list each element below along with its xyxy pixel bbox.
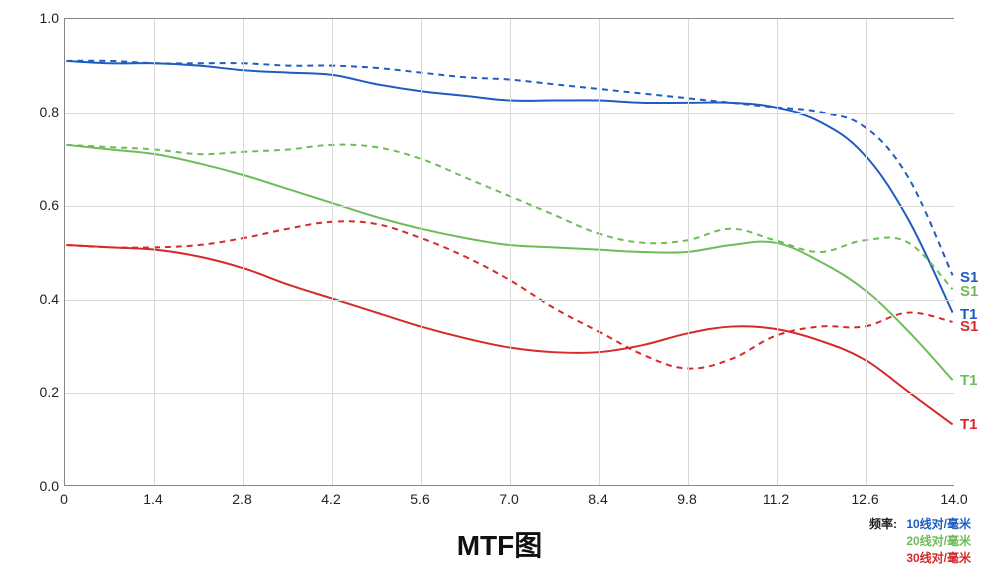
x-tick-label: 2.8 [232, 491, 251, 507]
grid-line-v [421, 19, 422, 485]
y-tick-label: 0.0 [29, 478, 59, 494]
x-tick-label: 14.0 [940, 491, 967, 507]
legend-items: 10线对/毫米20线对/毫米30线对/毫米 [906, 516, 971, 566]
series-label-green-s1: S1 [960, 283, 978, 300]
x-tick-label: 0 [60, 491, 68, 507]
grid-line-v [777, 19, 778, 485]
y-tick-label: 0.2 [29, 384, 59, 400]
grid-line-v [154, 19, 155, 485]
series-label-red-t1: T1 [960, 416, 978, 433]
grid-line-v [332, 19, 333, 485]
legend-label: 频率: [869, 516, 897, 533]
legend-item: 30线对/毫米 [906, 550, 971, 567]
x-tick-label: 12.6 [851, 491, 878, 507]
series-label-green-t1: T1 [960, 372, 978, 389]
x-tick-label: 1.4 [143, 491, 162, 507]
y-tick-label: 0.4 [29, 291, 59, 307]
y-tick-label: 0.6 [29, 197, 59, 213]
chart-title: MTF图 [0, 524, 999, 564]
plot-area [64, 18, 954, 486]
grid-line-v [510, 19, 511, 485]
series-label-red-s1: S1 [960, 318, 978, 335]
mtf-chart: 0.00.20.40.60.81.001.42.84.25.67.08.49.8… [28, 18, 983, 508]
y-tick-label: 1.0 [29, 10, 59, 26]
grid-line-v [866, 19, 867, 485]
x-tick-label: 11.2 [763, 491, 789, 507]
y-tick-label: 0.8 [29, 104, 59, 120]
x-tick-label: 4.2 [321, 491, 340, 507]
legend-item: 20线对/毫米 [906, 533, 971, 550]
x-tick-label: 8.4 [588, 491, 607, 507]
legend-item: 10线对/毫米 [906, 516, 971, 533]
grid-line-v [599, 19, 600, 485]
grid-line-v [688, 19, 689, 485]
x-tick-label: 9.8 [677, 491, 696, 507]
legend: 频率: 10线对/毫米20线对/毫米30线对/毫米 [869, 516, 971, 566]
grid-line-v [243, 19, 244, 485]
x-tick-label: 7.0 [499, 491, 518, 507]
x-tick-label: 5.6 [410, 491, 429, 507]
